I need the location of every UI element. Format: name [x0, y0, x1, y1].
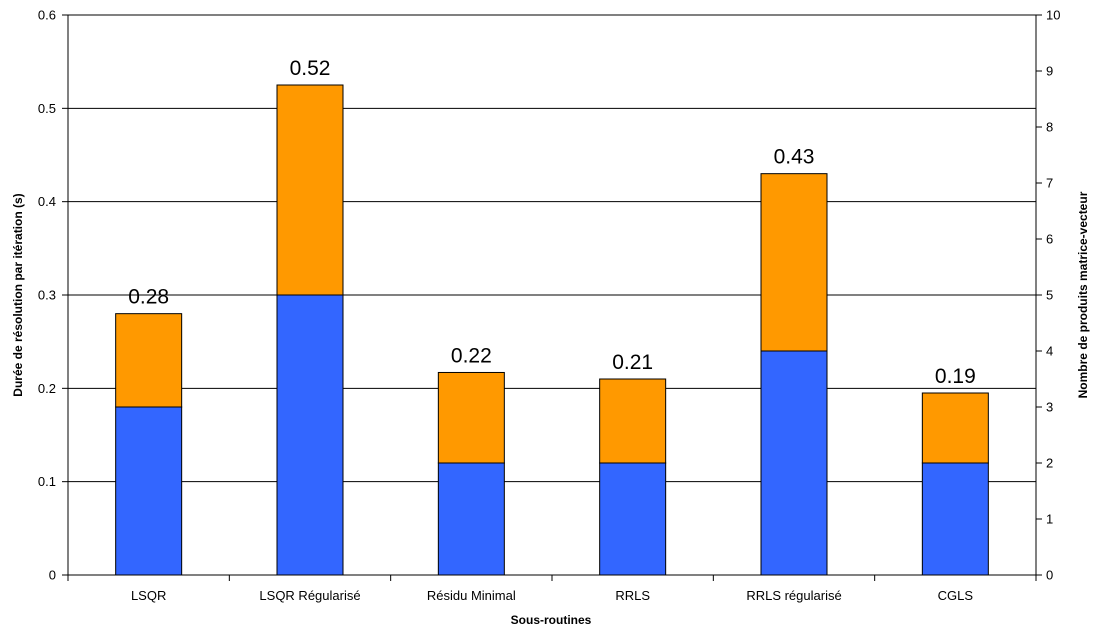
y-tick-label: 0.1	[38, 474, 56, 489]
bar-segment-upper	[276, 84, 344, 296]
y-tick-label: 0.2	[38, 381, 56, 396]
bar-segment-upper	[921, 392, 989, 464]
bar-total-label: 0.21	[612, 351, 653, 374]
y2-tick-label: 7	[1046, 176, 1053, 191]
bar-segment-lower	[760, 350, 828, 576]
y2-tick-label: 2	[1046, 456, 1053, 471]
y-tick-label: 0.3	[38, 288, 56, 303]
x-tick-label: RRLS	[615, 588, 650, 603]
bar-segment-upper	[760, 173, 828, 352]
bar-segment-lower	[437, 462, 505, 576]
bars	[115, 84, 989, 576]
y2-tick-label: 1	[1046, 512, 1053, 527]
y-tick-label: 0.6	[38, 8, 56, 23]
y-tick-label: 0.5	[38, 101, 56, 116]
bar-total-label: 0.28	[128, 286, 169, 309]
y2-tick-label: 0	[1046, 568, 1053, 583]
x-tick-label: RRLS régularisé	[746, 588, 841, 603]
axes	[62, 14, 1042, 581]
x-tick-label: LSQR Régularisé	[259, 588, 360, 603]
bar-segment-lower	[921, 462, 989, 576]
y-tick-label: 0.4	[38, 194, 56, 209]
bar-segment-lower	[599, 462, 667, 576]
bar-segment-upper	[437, 371, 505, 464]
y-axis-title: Durée de résolution par itération (s)	[11, 193, 25, 396]
y2-tick-label: 8	[1046, 120, 1053, 135]
bar-segment-lower	[115, 406, 183, 576]
y2-axis-title: Nombre de produits matrice-vecteur	[1076, 191, 1090, 398]
y2-tick-label: 4	[1046, 344, 1053, 359]
x-axis-title: Sous-routines	[511, 613, 592, 627]
bar-total-label: 0.19	[935, 365, 976, 388]
bar-segment-upper	[115, 313, 183, 408]
x-tick-label: Résidu Minimal	[427, 588, 516, 603]
y2-tick-label: 6	[1046, 232, 1053, 247]
x-tick-label: LSQR	[131, 588, 166, 603]
y-tick-label: 0	[49, 568, 56, 583]
bar-segment-lower	[276, 294, 344, 576]
y2-tick-label: 3	[1046, 400, 1053, 415]
gridlines	[68, 14, 1036, 483]
bar-total-label: 0.43	[774, 146, 815, 169]
bar-total-label: 0.22	[451, 344, 492, 367]
x-tick-label: CGLS	[938, 588, 974, 603]
y2-tick-label: 5	[1046, 288, 1053, 303]
y2-tick-label: 9	[1046, 64, 1053, 79]
bar-total-label: 0.52	[290, 57, 331, 80]
y2-tick-label: 10	[1046, 8, 1060, 23]
bar-segment-upper	[599, 378, 667, 464]
